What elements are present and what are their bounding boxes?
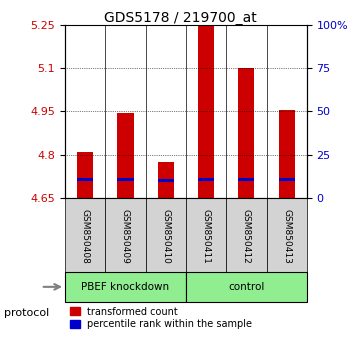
Bar [77, 152, 93, 198]
FancyBboxPatch shape [186, 272, 307, 302]
Legend: transformed count, percentile rank within the sample: transformed count, percentile rank withi… [70, 307, 252, 330]
Text: GSM850410: GSM850410 [161, 209, 170, 264]
Bar [117, 113, 134, 198]
Text: GSM850411: GSM850411 [201, 209, 210, 264]
Bar [117, 178, 134, 181]
FancyBboxPatch shape [105, 198, 145, 272]
Bar [279, 110, 295, 198]
Text: protocol: protocol [4, 308, 49, 318]
Bar [198, 25, 214, 198]
Bar [279, 178, 295, 181]
FancyBboxPatch shape [266, 198, 307, 272]
Bar [158, 162, 174, 198]
Text: GDS5178 / 219700_at: GDS5178 / 219700_at [104, 11, 257, 25]
Text: GSM850412: GSM850412 [242, 209, 251, 264]
Text: PBEF knockdown: PBEF knockdown [81, 282, 170, 292]
Bar [238, 178, 255, 181]
Text: GSM850409: GSM850409 [121, 209, 130, 264]
Text: GSM850408: GSM850408 [81, 209, 90, 264]
FancyBboxPatch shape [65, 198, 105, 272]
FancyBboxPatch shape [226, 198, 266, 272]
FancyBboxPatch shape [65, 272, 186, 302]
FancyBboxPatch shape [186, 198, 226, 272]
Bar [158, 179, 174, 182]
FancyBboxPatch shape [145, 198, 186, 272]
Bar [238, 68, 255, 198]
Text: control: control [228, 282, 265, 292]
Text: GSM850413: GSM850413 [282, 209, 291, 264]
Bar [77, 178, 93, 181]
Bar [198, 178, 214, 181]
